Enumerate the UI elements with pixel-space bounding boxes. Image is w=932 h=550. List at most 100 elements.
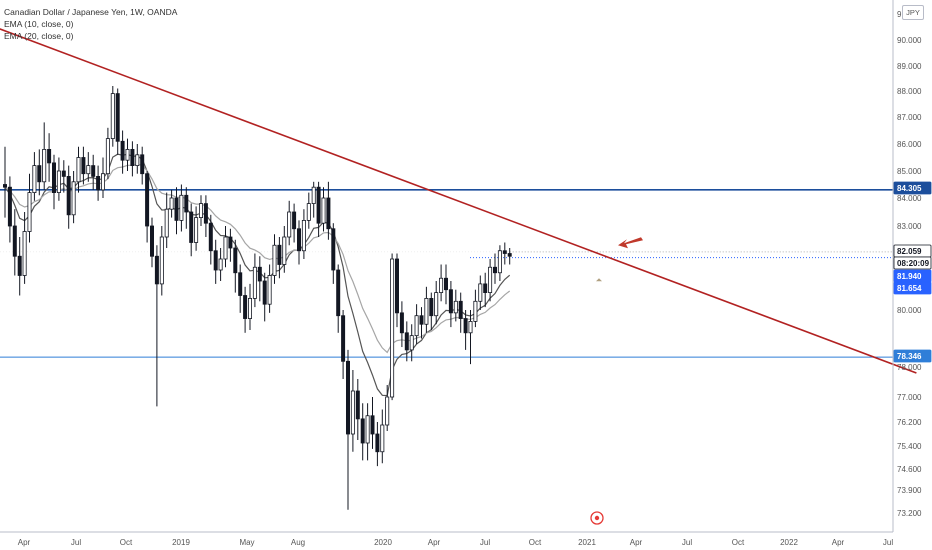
candle-body xyxy=(409,335,414,351)
candle-body xyxy=(7,186,12,227)
candle-body xyxy=(203,203,208,224)
candle-body xyxy=(267,275,272,305)
candle-body xyxy=(331,228,336,271)
candle-body xyxy=(345,360,350,435)
candle-body xyxy=(434,292,439,317)
candle-body xyxy=(488,266,493,294)
candle-body xyxy=(159,236,164,285)
price-tag-label: 08:20:09 xyxy=(897,259,930,268)
x-tick-label: Apr xyxy=(832,538,845,547)
candle-body xyxy=(360,418,365,444)
candle-body xyxy=(272,244,277,276)
candle-body xyxy=(399,312,404,334)
candle-body xyxy=(390,258,395,398)
candle-body xyxy=(287,211,292,238)
candle-body xyxy=(443,277,448,291)
candle-body xyxy=(47,148,52,164)
candle-body xyxy=(257,266,262,282)
candle-body xyxy=(385,396,390,426)
candle-body xyxy=(17,255,22,276)
event-marker-dot xyxy=(594,515,600,521)
candle-body xyxy=(149,225,154,257)
candle-body xyxy=(179,194,184,221)
candle-body xyxy=(448,289,453,314)
x-tick-label: 2021 xyxy=(578,538,596,547)
candle-body xyxy=(61,170,66,177)
y-tick-label: 89.000 xyxy=(897,62,922,71)
candle-body xyxy=(164,208,169,238)
candle-body xyxy=(478,283,483,302)
candle-body xyxy=(198,203,203,219)
candle-body xyxy=(76,157,81,183)
candle-body xyxy=(355,390,360,420)
candle-body xyxy=(42,148,47,183)
candle-body xyxy=(213,250,218,271)
currency-badge[interactable]: JPY xyxy=(902,5,924,20)
candle-body xyxy=(497,250,502,274)
candle-body xyxy=(81,157,86,175)
y-tick-label: 90.000 xyxy=(897,36,922,45)
candle-body xyxy=(453,300,458,314)
candle-body xyxy=(120,140,125,161)
x-tick-label: Apr xyxy=(18,538,31,547)
candle-body xyxy=(125,148,130,161)
candle-body xyxy=(56,170,61,194)
candle-body xyxy=(243,295,248,319)
y-tick-label: 87.000 xyxy=(897,113,922,122)
candle-body xyxy=(483,283,488,293)
ema-10-label: EMA (10, close, 0) xyxy=(4,19,74,29)
x-tick-label: Jul xyxy=(480,538,490,547)
price-tag-label: 84.305 xyxy=(897,184,922,193)
candle-body xyxy=(306,203,311,221)
y-tick-label: 85.000 xyxy=(897,167,922,176)
price-tag-label: 81.940 xyxy=(897,272,922,281)
candle-body xyxy=(115,93,120,142)
candle-body xyxy=(429,297,434,317)
ema-20-label: EMA (20, close, 0) xyxy=(4,31,74,41)
x-tick-label: Oct xyxy=(732,538,745,547)
symbol-title: Canadian Dollar / Japanese Yen, 1W, OAND… xyxy=(4,7,178,17)
candle-body xyxy=(101,173,106,191)
price-tag xyxy=(893,349,932,363)
price-tag-label: 81.654 xyxy=(897,284,922,293)
candle-body xyxy=(130,148,135,166)
candle-body xyxy=(86,165,91,175)
candle-body xyxy=(27,192,32,232)
candle-body xyxy=(262,280,267,305)
candle-body xyxy=(380,424,385,453)
candle-body xyxy=(424,297,429,325)
candle-body xyxy=(184,194,189,213)
y-tick-label: 76.200 xyxy=(897,418,922,427)
x-tick-label: Oct xyxy=(529,538,542,547)
candle-body xyxy=(370,415,375,435)
candle-body xyxy=(3,184,8,188)
candle-body xyxy=(341,315,346,362)
y-tick-label: 9 xyxy=(897,10,902,19)
x-tick-label: Jul xyxy=(71,538,81,547)
candle-body xyxy=(140,154,145,175)
candle-body xyxy=(296,228,301,252)
x-tick-label: 2019 xyxy=(172,538,190,547)
y-tick-label: 80.000 xyxy=(897,306,922,315)
x-tick-label: Jul xyxy=(883,538,893,547)
descending-trendline[interactable] xyxy=(0,9,917,374)
x-tick-label: Oct xyxy=(120,538,133,547)
candle-body xyxy=(174,197,179,221)
candle-body xyxy=(12,225,17,257)
price-tag xyxy=(893,281,932,295)
x-tick-label: Aug xyxy=(291,538,305,547)
x-tick-label: May xyxy=(239,538,254,547)
candle-body xyxy=(463,318,468,334)
x-tick-label: Jul xyxy=(682,538,692,547)
candle-body xyxy=(301,219,306,252)
candle-body xyxy=(71,181,76,216)
y-tick-label: 86.000 xyxy=(897,140,922,149)
candle-body xyxy=(135,154,140,167)
candle-body xyxy=(375,433,380,453)
price-tag xyxy=(893,181,932,195)
candle-body xyxy=(52,162,57,193)
candle-body xyxy=(350,390,355,435)
candle-body xyxy=(419,315,424,325)
